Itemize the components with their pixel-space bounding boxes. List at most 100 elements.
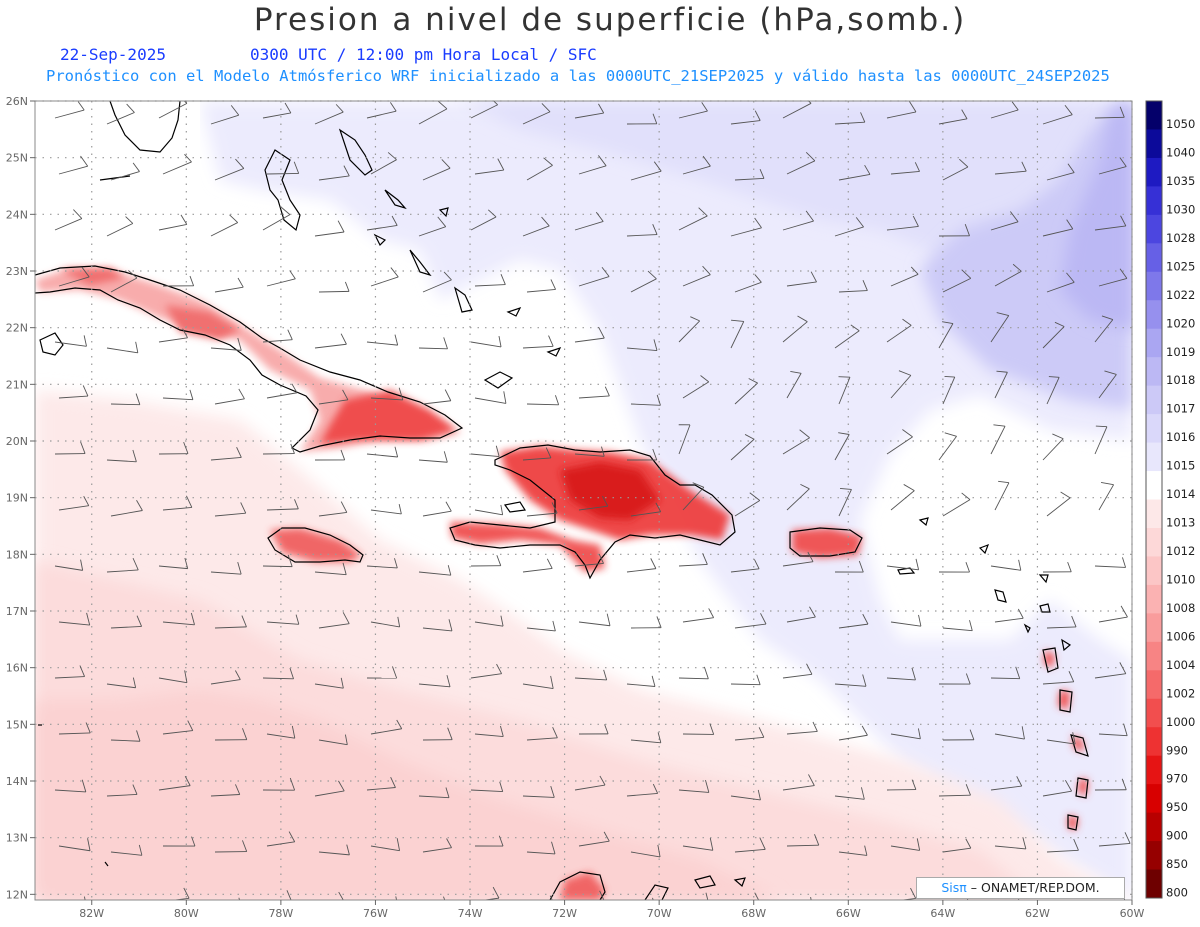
wind-barb-staff [786,616,816,623]
wind-barb-staff [266,508,299,511]
lon-tick-label: 60W [1120,907,1145,920]
colorbar-swatch [1146,784,1162,814]
wind-barb-flag [396,719,403,729]
wind-barb-flag [80,559,84,571]
wind-barb-staff [994,372,1008,399]
wind-barb-staff [630,511,661,517]
wind-barb-flag [487,209,497,218]
land-low-pressure [35,268,1088,900]
wind-barb-staff [162,507,192,511]
wind-barb-flag [760,613,767,625]
wind-barb-staff [58,845,91,852]
wind-barb-staff [318,290,350,293]
wind-barb-staff [994,170,1027,175]
wind-barb-flag [86,612,91,626]
wind-barb-staff [318,399,348,405]
wind-barb-staff [266,278,296,287]
wind-barb-flag [754,110,761,121]
wind-barb-flag [1021,161,1027,172]
wind-barb-staff [786,281,817,287]
wind-barb-staff [263,901,291,902]
wind-barb-flag [996,370,1008,373]
wind-barb-flag [550,279,557,290]
wind-barb-staff [55,902,86,907]
wind-barb-flag [187,720,194,731]
wind-barb-staff [262,112,291,119]
colorbar-swatch [1146,101,1162,130]
colorbar-label: 1012 [1166,544,1195,558]
wind-barb-flag [809,606,816,618]
wind-barb-staff [834,795,865,800]
wind-barb-flag [657,844,661,857]
wind-barb-flag [604,724,609,735]
wind-barb-flag [125,216,134,224]
wind-barb-flag [189,389,194,400]
wind-barb-flag [898,370,912,376]
wind-barb-staff [838,173,871,181]
wind-barb-flag [550,786,555,798]
wind-barb-flag [446,675,451,687]
wind-barb-flag [855,217,864,228]
wind-barb-staff [678,215,708,231]
wind-barb-staff [214,626,247,629]
wind-barb-flag [290,443,295,454]
wind-barb-staff [106,459,137,463]
wind-barb-staff [994,270,1022,287]
colorbar-swatch [1146,186,1162,216]
colorbar-label: 950 [1166,800,1188,814]
wind-barb-flag [184,670,188,683]
colorbar-swatch [1146,214,1162,244]
wind-barb-flag [944,432,957,437]
wind-barb-staff [370,845,400,852]
wind-barb-staff [630,851,661,858]
wind-barb-staff [730,795,761,801]
wind-barb-staff [630,170,662,181]
wind-barb-flag [961,269,972,279]
wind-barb-staff [834,226,864,237]
wind-barb-flag [136,615,143,627]
wind-barb-staff [54,218,83,231]
wind-barb-staff [938,118,968,125]
colorbar-label: 1022 [1166,288,1195,302]
wind-barb-staff [418,571,451,576]
wind-barb-staff [990,785,1022,791]
wind-barb-flag [754,217,762,229]
wind-barb-flag [390,776,396,788]
wind-barb-flag [650,558,657,569]
wind-barb-flag [397,616,401,627]
wind-barb-staff [574,784,606,791]
wind-barb-flag [443,896,446,900]
wind-barb-flag [237,562,242,575]
wind-barb-staff [110,510,143,517]
colorbar-label: 1006 [1166,629,1195,643]
wind-barb-flag [603,669,608,681]
wind-barb-flag [1012,263,1022,272]
wind-barb-flag [858,560,864,573]
wind-barb-staff [574,337,605,343]
wind-barb-flag [132,677,137,688]
wind-barb-flag [606,613,611,626]
wind-barb-staff [890,621,921,627]
wind-barb-staff [418,347,448,350]
wind-barb-flag [1070,899,1072,900]
wind-barb-staff [158,565,188,570]
lat-tick-label: 23N [6,265,28,278]
wind-barb-flag [497,158,505,171]
wind-barb-staff [574,677,607,681]
wind-barb-staff [474,169,504,175]
wind-barb-staff [734,623,767,629]
wind-barb-staff [942,376,956,405]
colorbar-swatch [1146,727,1162,757]
colorbar-swatch [1146,613,1162,643]
wind-barb-staff [734,281,762,293]
wind-barb-staff [210,794,240,797]
lat-tick-label: 14N [6,775,28,788]
wind-barb-flag [705,892,709,900]
wind-barb-staff [162,161,192,175]
wind-barb-flag [965,562,970,573]
wind-barb-staff [370,621,400,628]
wind-barb-staff [678,563,708,567]
wind-barb-staff [110,403,140,406]
lon-tick-label: 62W [1025,907,1050,920]
